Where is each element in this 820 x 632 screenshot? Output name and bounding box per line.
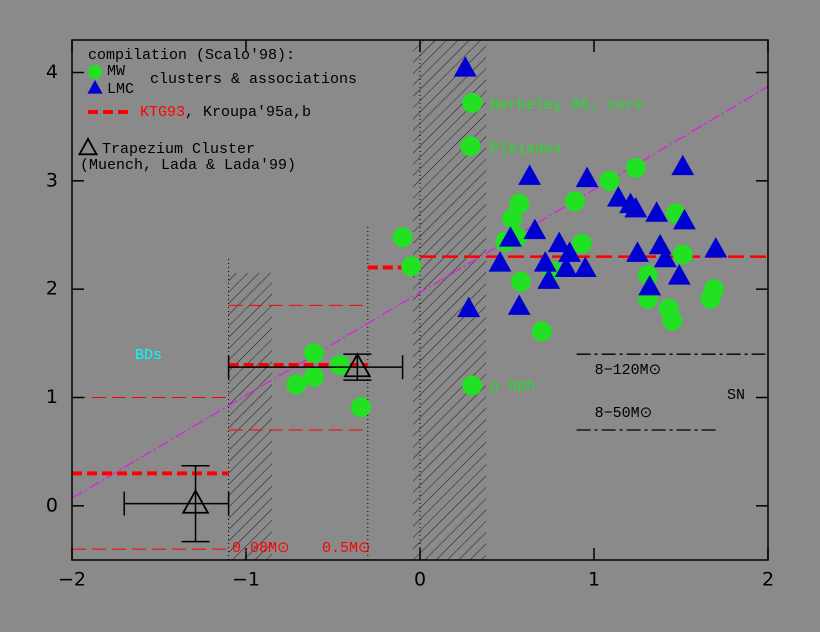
lmc-point xyxy=(507,294,531,315)
legend-marker xyxy=(88,65,102,79)
mw-point xyxy=(625,157,646,178)
lmc-point xyxy=(547,231,571,253)
lmc-point xyxy=(499,226,522,247)
legend-note: (Muench, Lada & Lada'99) xyxy=(80,157,296,174)
lmc-point xyxy=(671,154,695,176)
mass-range-label: 8−120M⊙ xyxy=(595,362,662,379)
lmc-point xyxy=(626,241,649,262)
lmc-point xyxy=(558,241,582,262)
lmc-point xyxy=(573,256,597,277)
x-error-bar xyxy=(123,491,230,516)
x-tick-label: −2 xyxy=(58,569,86,591)
mw-point xyxy=(303,343,324,364)
lmc-point xyxy=(533,251,557,272)
lmc-point xyxy=(653,246,677,268)
lmc-point xyxy=(645,201,669,222)
mw-point xyxy=(401,256,422,277)
lmc-point xyxy=(457,296,481,318)
mw-point xyxy=(564,191,585,212)
mw-point xyxy=(329,355,350,375)
lmc-point xyxy=(606,186,630,207)
lmc-point xyxy=(453,56,477,77)
x-tick-label: −1 xyxy=(232,569,260,591)
mw-point xyxy=(571,233,592,254)
y-tick-label: 3 xyxy=(46,169,58,191)
y-error-bar xyxy=(181,465,210,543)
trapezium-point xyxy=(181,488,210,514)
lmc-point xyxy=(537,268,561,289)
lmc-point xyxy=(667,264,691,285)
legend-label: KTG93 xyxy=(140,104,185,121)
mw-point xyxy=(462,375,483,396)
mw-point xyxy=(392,227,413,248)
fit-line xyxy=(72,86,768,499)
legend-marker xyxy=(87,80,103,94)
lmc-point xyxy=(523,218,547,240)
annotation: SN xyxy=(727,387,745,404)
mass-range-label: 8−50M⊙ xyxy=(595,405,653,422)
x-tick-label: 1 xyxy=(588,569,600,591)
annotation: BDs xyxy=(135,347,162,364)
mw-point xyxy=(599,170,620,191)
mw-point xyxy=(672,244,693,265)
mw-point xyxy=(510,271,531,292)
legend-group-label: clusters & associations xyxy=(150,71,357,88)
plot-area xyxy=(72,40,768,560)
y-tick-label: 1 xyxy=(46,386,58,408)
lmc-point xyxy=(575,166,599,188)
mw-point xyxy=(286,374,307,395)
lmc-point xyxy=(624,197,648,218)
hatched-region xyxy=(228,272,273,560)
lmc-point xyxy=(673,208,696,230)
annotation: 0.5M⊙ xyxy=(322,540,371,557)
mw-point xyxy=(502,208,523,229)
mw-point xyxy=(462,92,483,113)
mw-point xyxy=(662,310,683,331)
trapezium-point xyxy=(343,352,372,378)
legend-label: LMC xyxy=(107,81,134,98)
lmc-point xyxy=(554,256,578,277)
annotation: ρ Oph xyxy=(490,378,535,395)
mw-point xyxy=(303,366,324,387)
lmc-point xyxy=(488,251,512,272)
mw-point xyxy=(350,397,371,418)
legend-label: MW xyxy=(107,63,125,80)
mw-point xyxy=(509,193,530,214)
x-tick-label: 2 xyxy=(762,569,774,591)
legend-marker xyxy=(77,137,99,156)
hatched-region xyxy=(413,40,487,560)
x-error-bar xyxy=(227,355,404,380)
lmc-point xyxy=(518,164,542,185)
legend-label: Trapezium Cluster xyxy=(102,141,255,158)
mw-point xyxy=(704,279,725,300)
y-tick-label: 0 xyxy=(46,494,58,516)
mw-point xyxy=(460,136,481,157)
y-tick-label: 2 xyxy=(46,278,58,300)
legend-label: , Kroupa'95a,b xyxy=(185,104,311,121)
annotation: Berkeley 86, core xyxy=(490,97,643,114)
mw-point xyxy=(637,265,658,286)
axes: −2 −1 0 1 2 0 1 2 3 4 8−120M⊙ 8−50M⊙ Berkeley 86, co… xyxy=(46,40,774,591)
lmc-point xyxy=(638,275,662,296)
legend-title: compilation (Scalo'98): xyxy=(88,47,295,64)
legend-label: KTG93, Kroupa'95a,b xyxy=(140,104,311,121)
y-tick-label: 4 xyxy=(46,61,58,83)
lmc-point xyxy=(704,237,728,258)
mw-point xyxy=(531,321,552,342)
x-tick-label: 0 xyxy=(414,569,426,591)
annotation: 0.08M⊙ xyxy=(232,540,290,557)
annotation: Pleiades xyxy=(490,141,562,158)
